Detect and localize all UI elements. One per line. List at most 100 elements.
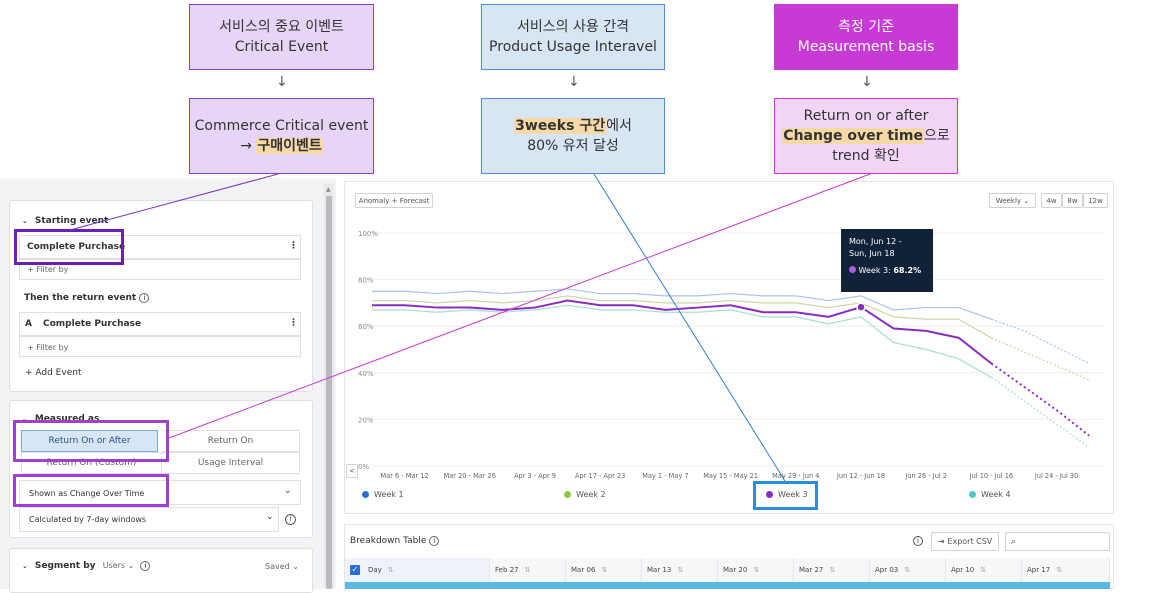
chevron-down-icon: ⌄ (22, 415, 28, 423)
y-tick-label: 20% (358, 416, 374, 424)
info-icon[interactable]: i (429, 536, 440, 546)
segment-by-header[interactable]: ⌄ Segment by Users ⌄ i (22, 561, 151, 571)
legend-week-4[interactable]: Week 4 (969, 490, 1011, 499)
interval-select[interactable]: Weekly ⌄ (989, 193, 1036, 208)
starting-event-value: Complete Purchase (27, 242, 126, 252)
sort-icon: ⇅ (601, 566, 608, 574)
column-header[interactable]: Mar 06 ⇅ (566, 558, 642, 582)
column-header[interactable]: Mar 13 ⇅ (642, 558, 718, 582)
starting-filter-link[interactable]: + Filter by (27, 265, 69, 274)
column-header-label: Mar 20 (723, 566, 748, 574)
forecast-line-week-1 (991, 318, 1090, 365)
critical-event-ko: 서비스의 중요 이벤트 (219, 19, 344, 35)
return-on-or-after-highlight (13, 420, 169, 462)
basis-result-note: Return on or after Change over time으로 tr… (774, 98, 958, 174)
export-icon: ⇥ (937, 537, 945, 546)
range-12w-button[interactable]: 12w (1083, 193, 1108, 208)
info-icon[interactable]: i (913, 536, 923, 546)
x-tick-label: Apr 3 - Apr 9 (514, 472, 556, 480)
sort-icon: ⇅ (387, 566, 394, 574)
column-header[interactable]: Apr 10 ⇅ (946, 558, 1022, 582)
segment-users-select[interactable]: Users ⌄ (102, 561, 135, 570)
x-tick-label: Jul 10 - Jul 16 (969, 472, 1013, 480)
usage-interval-note: 서비스의 사용 간격 Product Usage Interavel (481, 4, 665, 70)
breakdown-title: Breakdown Table i (350, 536, 440, 546)
info-icon[interactable]: i (285, 514, 296, 525)
measured-as-header[interactable]: ⌄ Measured as (22, 414, 100, 424)
saved-dropdown[interactable]: Saved ⌄ (265, 562, 299, 571)
calculated-by-select[interactable] (19, 507, 279, 532)
measurement-basis-ko: 측정 기준 (838, 19, 894, 35)
forecast-line-week-4 (991, 376, 1090, 448)
basis-line1: Return on or after (803, 108, 929, 124)
kebab-menu-icon[interactable]: ⋮ (289, 318, 298, 328)
breakdown-selected-row[interactable] (345, 582, 1110, 589)
series-line-week-2 (372, 295, 992, 339)
column-header[interactable]: Feb 27 ⇅ (490, 558, 566, 582)
usage-interval-ko: 서비스의 사용 간격 (517, 19, 629, 35)
checkbox[interactable]: ✓ (350, 565, 360, 575)
info-icon[interactable]: i (139, 293, 150, 303)
column-header-label: Apr 03 (875, 566, 899, 574)
y-tick-label: 80% (358, 277, 374, 285)
y-tick-label: 40% (358, 370, 374, 378)
range-8w-button[interactable]: 8w (1062, 193, 1083, 208)
tooltip-value-row: Week 3: 68.2% (849, 265, 925, 277)
add-event-button[interactable]: + Add Event (25, 368, 82, 378)
usage-result-note: 3weeks 구간에서 80% 유저 달성 (481, 98, 665, 174)
calculated-by-value: Calculated by 7-day windows (29, 515, 147, 524)
tooltip-line1: Mon, Jun 12 - (849, 237, 902, 246)
range-4w-button[interactable]: 4w (1041, 193, 1062, 208)
return-on-custom-option[interactable]: Return On (Custom) (21, 452, 162, 474)
usage-interval-option[interactable]: Usage Interval (162, 452, 300, 474)
breakdown-search-input[interactable]: ⌕ (1005, 532, 1110, 551)
column-header-label: Mar 27 (799, 566, 824, 574)
retention-chart: 0% 20% 40% 60% 80% 100% Mar 6 - Mar 12 Mar 20 -… (358, 230, 1104, 480)
shown-as-value: Shown as Change Over Time (29, 489, 145, 498)
x-tick-label: Jun 12 - Jun 18 (836, 472, 885, 480)
left-scrollbar-thumb[interactable] (326, 196, 332, 589)
x-tick-label: Mar 6 - Mar 12 (380, 472, 428, 480)
forecast-line-week-3 (990, 362, 1090, 437)
chevron-down-icon: ⌄ (22, 562, 28, 570)
x-tick-label: Apr 17 - Apr 23 (575, 472, 625, 480)
x-tick-label: May 29 - Jun 4 (772, 472, 819, 480)
kebab-menu-icon[interactable]: ⋮ (289, 241, 298, 251)
x-tick-label: Jul 24 - Jul 30 (1034, 472, 1078, 480)
column-header-label: Day (368, 566, 382, 574)
return-on-option[interactable]: Return On (162, 430, 300, 452)
legend-week-3[interactable]: Week 3 (766, 490, 808, 499)
shown-as-highlight (13, 474, 169, 507)
measurement-basis-en: Measurement basis (797, 39, 935, 55)
down-arrow-icon: ↓ (276, 74, 288, 90)
column-header-label: Feb 27 (495, 566, 519, 574)
info-icon[interactable]: i (140, 561, 151, 571)
commerce-line1: Commerce Critical event (194, 118, 369, 134)
starting-event-highlight (14, 229, 124, 265)
critical-event-en: Critical Event (234, 39, 329, 55)
return-filter-link[interactable]: + Filter by (27, 343, 69, 352)
usage-line1: 3weeks 구간에서 (514, 118, 632, 134)
basis-line2: Change over time으로 (782, 128, 950, 144)
column-header[interactable]: Apr 03 ⇅ (870, 558, 946, 582)
column-header[interactable]: Apr 17 ⇅ (1022, 558, 1110, 582)
export-csv-button[interactable]: ⇥ Export CSV (931, 532, 999, 551)
column-header-label: Mar 06 (571, 566, 596, 574)
column-header-day[interactable]: ✓ Day ⇅ (345, 558, 490, 582)
legend-week-1[interactable]: Week 1 (362, 490, 404, 499)
week-3-legend-highlight (753, 481, 818, 510)
return-on-or-after-option[interactable]: Return On or After (21, 430, 158, 452)
x-tick-label: May 1 - May 7 (642, 472, 688, 480)
column-header[interactable]: Mar 20 ⇅ (718, 558, 794, 582)
usage-interval-en: Product Usage Interavel (489, 39, 657, 55)
legend-week-2[interactable]: Week 2 (564, 490, 606, 499)
return-event-value: Complete Purchase (43, 319, 142, 329)
forecast-line-week-2 (991, 337, 1090, 381)
column-header[interactable]: Mar 27 ⇅ (794, 558, 870, 582)
series-line-week-4 (372, 304, 992, 378)
chart-scroll-left-button[interactable]: < (346, 464, 358, 478)
starting-event-header[interactable]: ⌄ Starting event (22, 216, 109, 226)
x-tick-label: May 15 - May 21 (703, 472, 758, 480)
return-event-letter: A (25, 319, 32, 329)
scroll-up-icon[interactable]: ▲ (326, 186, 331, 193)
